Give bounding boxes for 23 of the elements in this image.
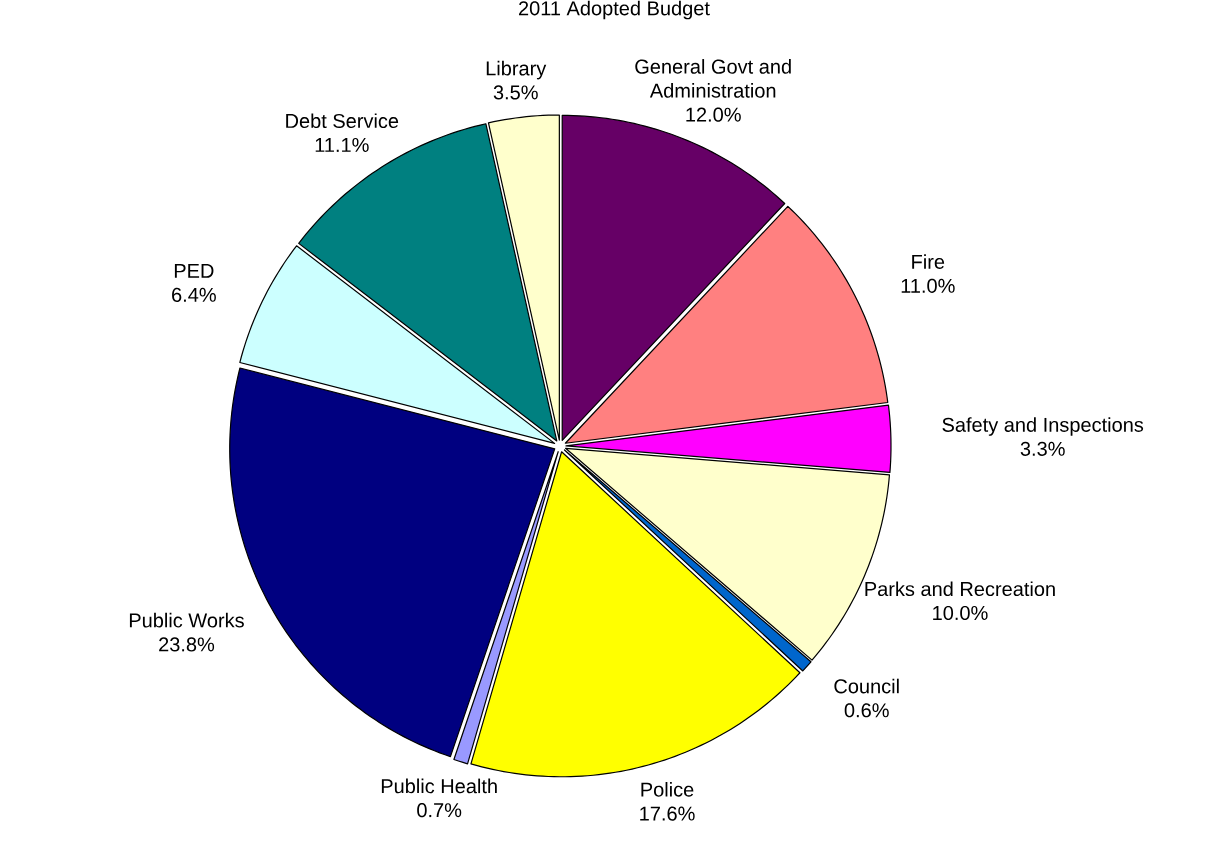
data-label: 0.7%: [417, 803, 462, 818]
slice-label: Public Works: [129, 612, 244, 628]
slice-label: Fire: [912, 254, 945, 269]
slice-label: PED: [174, 263, 214, 278]
data-label: 6.4%: [172, 287, 216, 302]
slice-label: Debt Service: [286, 113, 399, 129]
slice-label: Parks and Recreation: [865, 581, 1055, 597]
slice-label: Police: [641, 782, 694, 797]
data-label: 11.1%: [315, 138, 369, 152]
data-label: 0.6%: [844, 703, 889, 718]
slice-label: Safety and Inspections: [942, 417, 1144, 436]
slice-label: Council: [834, 678, 899, 694]
data-label: 10.0%: [933, 605, 988, 621]
slice-label: General Govt and Administration: [635, 59, 791, 98]
data-label: 23.8%: [159, 637, 215, 652]
data-label: 3.5%: [493, 85, 538, 100]
data-label: 3.3%: [1020, 441, 1065, 456]
slice-label: Public Health: [381, 778, 497, 794]
data-label: 12.0%: [686, 107, 741, 122]
data-label: 17.6%: [640, 806, 695, 821]
chart-title: 2011 Adopted Budget: [519, 0, 710, 20]
data-label: 11.0%: [901, 278, 955, 293]
slice-label: Library: [486, 60, 547, 80]
